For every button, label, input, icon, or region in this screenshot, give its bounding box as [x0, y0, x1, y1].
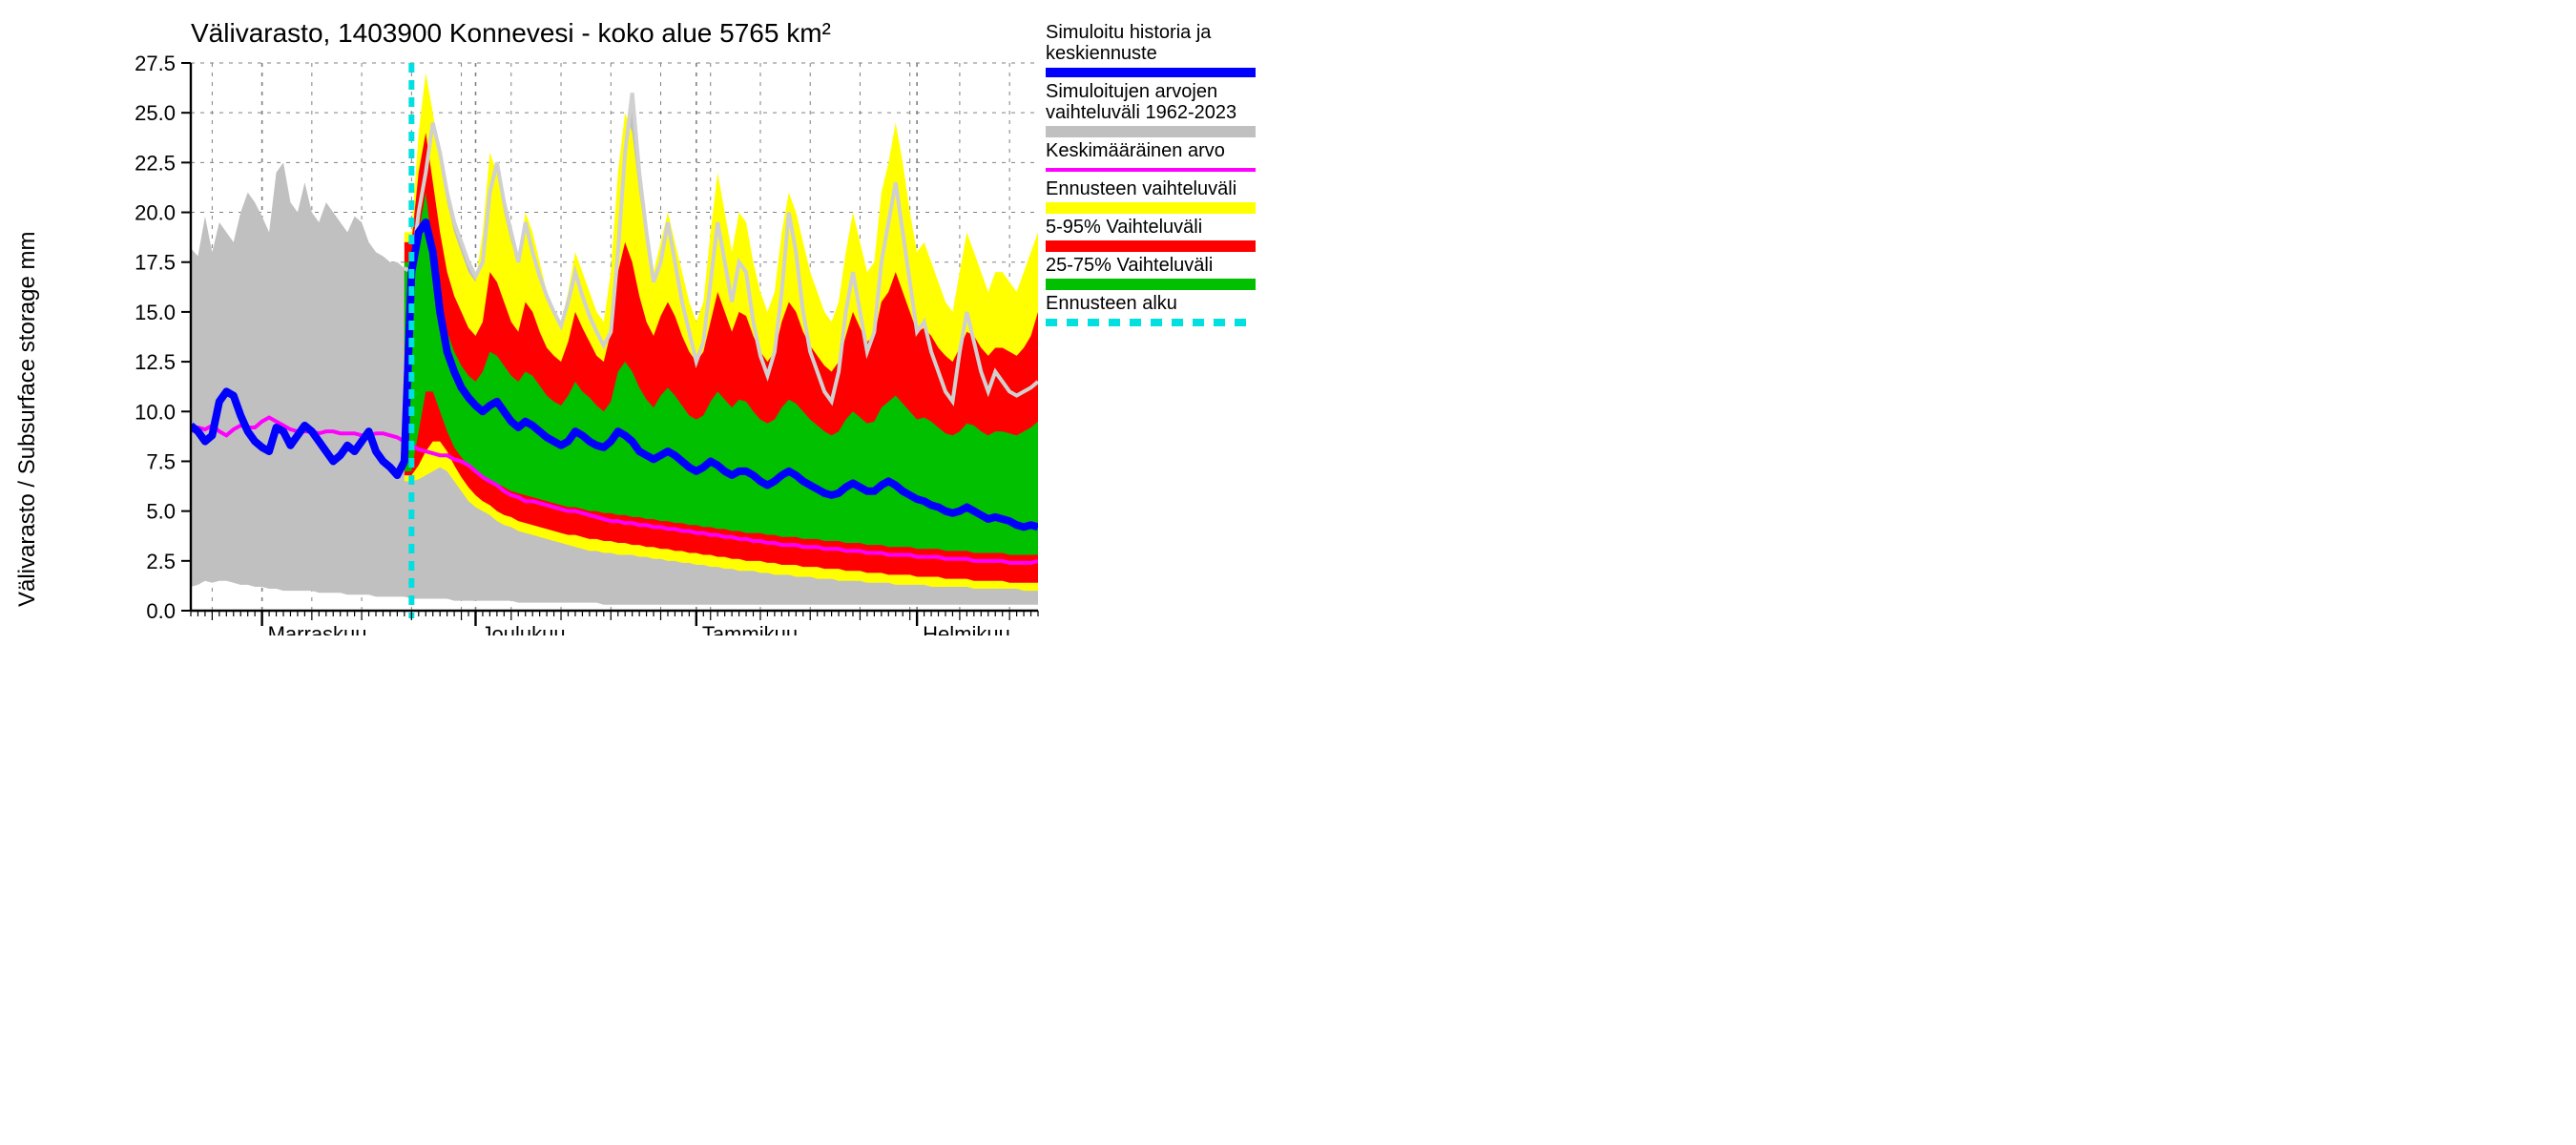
y-tick-label: 0.0: [146, 599, 176, 623]
y-tick-label: 12.5: [135, 350, 176, 374]
legend-swatch: [1046, 240, 1256, 252]
legend-label: Simuloitu historia ja: [1046, 22, 1212, 43]
legend-label: Ennusteen alku: [1046, 293, 1177, 314]
legend-label: Ennusteen vaihteluväli: [1046, 178, 1236, 199]
legend-label: keskiennuste: [1046, 43, 1157, 64]
chart-title: Välivarasto, 1403900 Konnevesi - koko al…: [191, 18, 831, 48]
y-tick-label: 15.0: [135, 301, 176, 324]
y-tick-label: 20.0: [135, 201, 176, 225]
y-tick-label: 17.5: [135, 251, 176, 275]
legend-label: 5-95% Vaihteluväli: [1046, 217, 1202, 238]
y-tick-label: 22.5: [135, 151, 176, 175]
y-tick-label: 5.0: [146, 500, 176, 524]
month-label: Helmikuu: [923, 622, 1010, 635]
y-axis-label: Välivarasto / Subsurface storage mm: [14, 231, 40, 607]
y-tick-label: 25.0: [135, 101, 176, 125]
y-tick-label: 2.5: [146, 550, 176, 573]
y-tick-label: 7.5: [146, 449, 176, 473]
y-tick-label: 10.0: [135, 400, 176, 424]
legend-swatch: [1046, 126, 1256, 137]
month-label: Marraskuu: [268, 622, 367, 635]
month-label: Tammikuu: [702, 622, 798, 635]
legend-label: 25-75% Vaihteluväli: [1046, 255, 1213, 276]
month-label: Joulukuu: [481, 622, 565, 635]
legend-label: Simuloitujen arvojen: [1046, 81, 1217, 102]
chart-container: 0.0 2.5 5.0 7.5 10.0 12.5 15.0 17.5 20.0 22.5 25.0…: [0, 0, 1431, 635]
legend-swatch: [1046, 279, 1256, 290]
bands: [191, 73, 1038, 604]
legend-label: Keskimääräinen arvo: [1046, 140, 1225, 161]
chart-svg: 0.0 2.5 5.0 7.5 10.0 12.5 15.0 17.5 20.0 22.5 25.0…: [0, 0, 1431, 635]
y-tick-label: 27.5: [135, 52, 176, 75]
legend-swatch: [1046, 202, 1256, 214]
legend-label: vaihteluväli 1962-2023: [1046, 102, 1236, 123]
